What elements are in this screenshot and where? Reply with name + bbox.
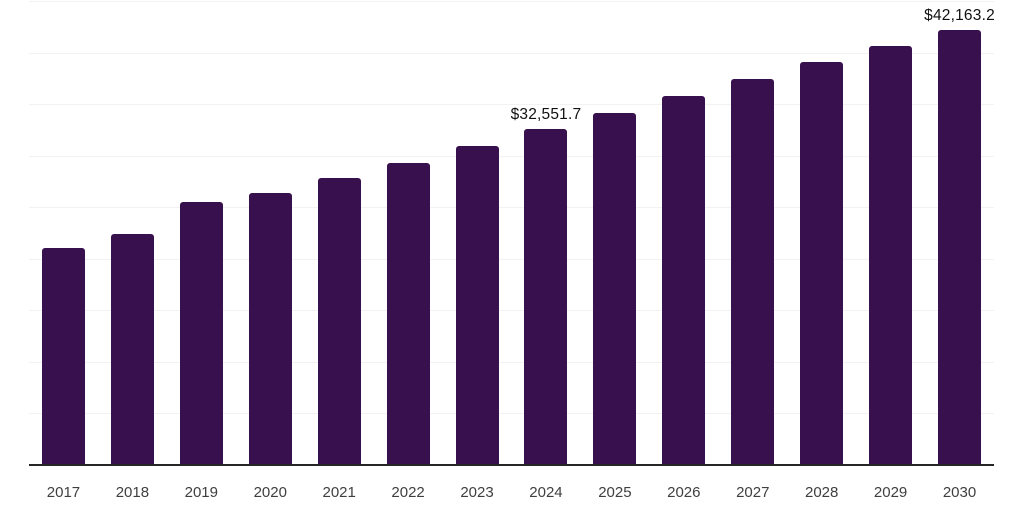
gridline [29,310,994,312]
x-tick-label-2020: 2020 [253,484,287,501]
gridline [29,413,994,415]
x-tick-label-2021: 2021 [322,484,356,501]
bar-2021 [317,177,361,465]
bar-2028 [800,61,844,465]
bar-2024 [524,129,568,465]
bar-2019 [179,201,223,465]
bar-2017 [41,247,85,465]
data-label-2030: $42,163.2 [924,6,995,24]
x-tick-label-2025: 2025 [598,484,632,501]
x-tick-label-2026: 2026 [667,484,701,501]
bar-2023 [455,145,499,465]
gridline [29,207,994,209]
plot-area: $32,551.7 $42,163.2 [29,1,995,466]
bar-2020 [248,192,292,465]
x-tick-label-2018: 2018 [115,484,150,501]
x-axis-labels: 2017 2018 2019 2020 2021 2022 2023 2024 2025 2026… [29,484,994,504]
gridline [29,155,994,157]
x-tick-label-2028: 2028 [804,484,839,501]
x-tick-label-2029: 2029 [873,484,908,501]
x-tick-label-2024: 2024 [529,484,563,501]
bar-2025 [593,112,637,465]
gridline [29,258,994,260]
bar-2026 [662,95,706,465]
gridline [29,52,994,54]
bar-2027 [731,78,775,465]
x-tick-label-2017: 2017 [46,484,81,501]
bar-2018 [110,233,154,465]
data-label-2024: $32,551.7 [510,105,582,123]
x-tick-label-2023: 2023 [460,484,494,501]
bar-2029 [869,45,913,465]
gridline [29,104,994,106]
x-tick-label-2027: 2027 [736,484,770,501]
bar-2030 [938,30,982,465]
bar-2022 [386,162,430,465]
x-tick-label-2022: 2022 [391,484,425,501]
x-axis-line [29,464,994,466]
x-tick-label-2030: 2030 [942,484,977,501]
x-tick-label-2019: 2019 [184,484,218,501]
gridline [29,1,994,2]
gridline [29,361,994,363]
